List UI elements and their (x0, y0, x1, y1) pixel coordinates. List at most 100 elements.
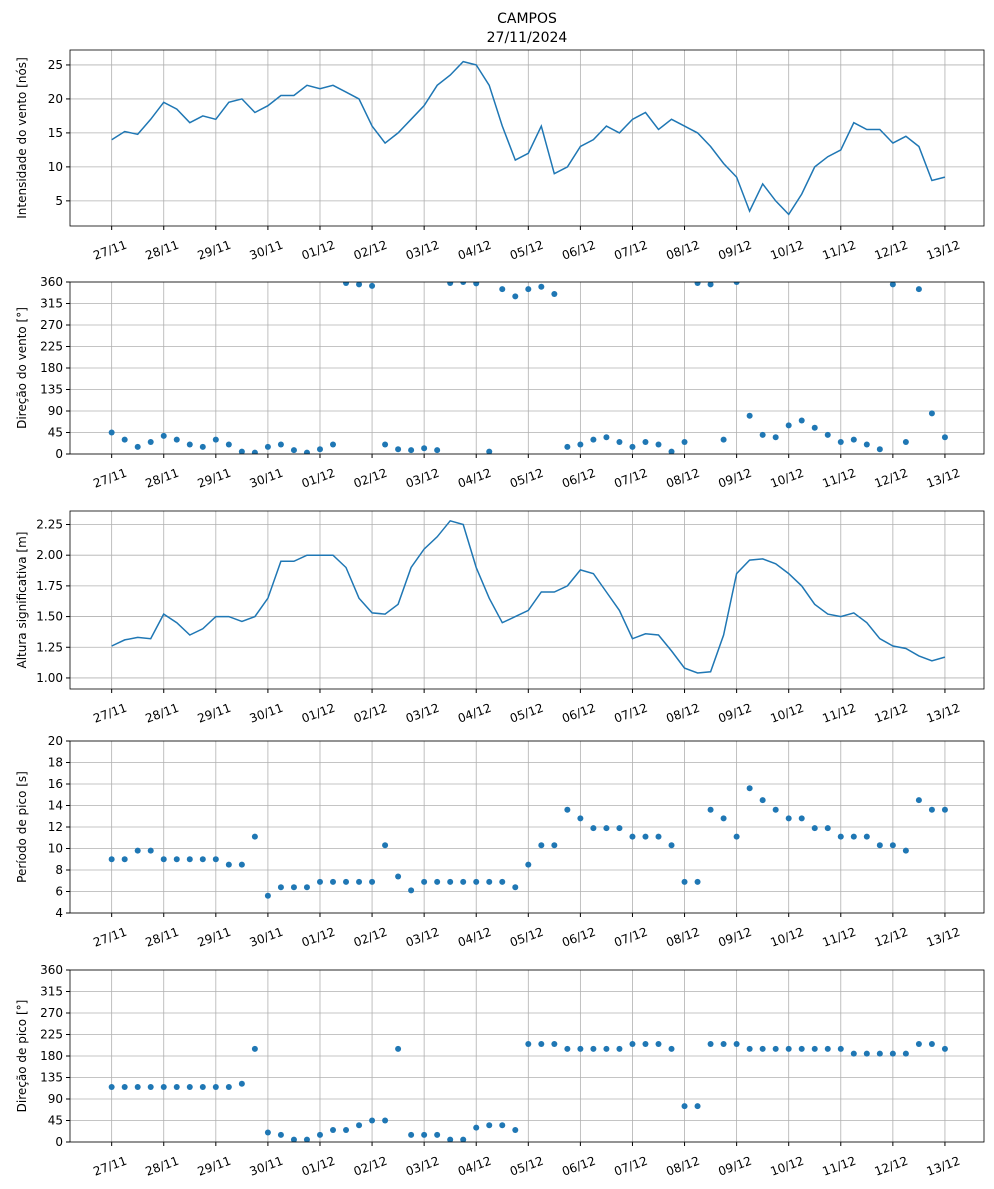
x-tick-label: 08/12 (664, 701, 701, 726)
x-tick-label: 09/12 (716, 238, 753, 263)
point (395, 446, 402, 453)
point (785, 1045, 792, 1052)
x-tick-label: 04/12 (456, 1154, 493, 1179)
point (356, 1122, 363, 1129)
point (889, 282, 896, 288)
point (785, 422, 792, 429)
x-tick-label: 04/12 (456, 466, 493, 491)
point (759, 797, 766, 804)
x-tick-label: 12/12 (873, 1154, 910, 1179)
point (772, 434, 779, 441)
point (538, 842, 545, 849)
point (473, 282, 480, 287)
x-tick-label: 10/12 (768, 701, 805, 726)
point (212, 856, 219, 863)
point (277, 441, 284, 448)
point (512, 293, 519, 300)
point (928, 806, 935, 813)
point (941, 806, 948, 813)
y-tick-label: 20 (48, 734, 63, 748)
point (902, 847, 909, 854)
point (694, 282, 701, 286)
x-tick-label: 09/12 (716, 1154, 753, 1179)
point (173, 436, 180, 443)
point (603, 434, 610, 441)
point (173, 1084, 180, 1091)
x-tick-label: 28/11 (143, 925, 180, 950)
x-tick-label: 11/12 (821, 466, 858, 491)
point (772, 806, 779, 813)
y-tick-label: 1.50 (36, 610, 63, 624)
point (668, 448, 675, 454)
x-tick-label: 29/11 (196, 925, 233, 950)
x-tick-label: 04/12 (456, 925, 493, 950)
x-tick-label: 07/12 (612, 1154, 649, 1179)
point (421, 1131, 428, 1138)
y-tick-label: 18 (48, 756, 63, 770)
point (486, 878, 493, 885)
point (160, 856, 167, 863)
point (460, 282, 467, 285)
point (681, 878, 688, 885)
point (330, 1127, 337, 1134)
point (147, 439, 154, 446)
point (512, 884, 519, 891)
point (395, 1045, 402, 1052)
point (681, 1103, 688, 1110)
point (551, 842, 558, 849)
point (134, 847, 141, 854)
point (590, 436, 597, 443)
x-tick-label: 11/12 (821, 238, 858, 263)
x-tick-label: 29/11 (196, 466, 233, 491)
point (629, 1041, 636, 1048)
y-tick-label: 315 (40, 985, 63, 999)
x-tick-label: 01/12 (300, 1154, 337, 1179)
point (577, 1045, 584, 1052)
point (525, 861, 532, 868)
x-tick-label: 10/12 (768, 1154, 805, 1179)
point (382, 1117, 389, 1124)
point (551, 290, 558, 297)
point (460, 878, 467, 885)
point (499, 286, 506, 293)
x-tick-label: 01/12 (300, 925, 337, 950)
x-tick-label: 08/12 (664, 466, 701, 491)
point (460, 1136, 467, 1142)
point (486, 1122, 493, 1129)
y-tick-label: 10 (48, 160, 63, 174)
point (902, 439, 909, 446)
x-tick-label: 30/11 (248, 238, 285, 263)
point (707, 1041, 714, 1048)
point (785, 815, 792, 822)
point (356, 878, 363, 885)
point (473, 1124, 480, 1131)
x-tick-label: 13/12 (925, 1154, 962, 1179)
point (720, 436, 727, 443)
x-tick-label: 27/11 (91, 1154, 128, 1179)
point (108, 429, 115, 436)
point (655, 441, 662, 448)
point (343, 878, 350, 885)
y-tick-label: 1.75 (36, 579, 63, 593)
point (499, 878, 506, 885)
plot-area (111, 519, 946, 674)
point (863, 833, 870, 840)
point (720, 815, 727, 822)
y-tick-label: 45 (48, 1114, 63, 1128)
point (642, 833, 649, 840)
plot-area (108, 785, 948, 899)
x-tick-label: 28/11 (143, 466, 180, 491)
y-tick-label: 270 (40, 1006, 63, 1020)
point (772, 1045, 779, 1052)
point (382, 842, 389, 849)
x-tick-label: 05/12 (508, 701, 545, 726)
point (564, 443, 571, 450)
x-tick-label: 05/12 (508, 238, 545, 263)
y-tick-label: 12 (48, 820, 63, 834)
point (225, 441, 232, 448)
point (447, 1136, 454, 1142)
point (199, 856, 206, 863)
point (303, 884, 310, 891)
point (837, 439, 844, 446)
y-tick-label: 4 (55, 906, 63, 920)
